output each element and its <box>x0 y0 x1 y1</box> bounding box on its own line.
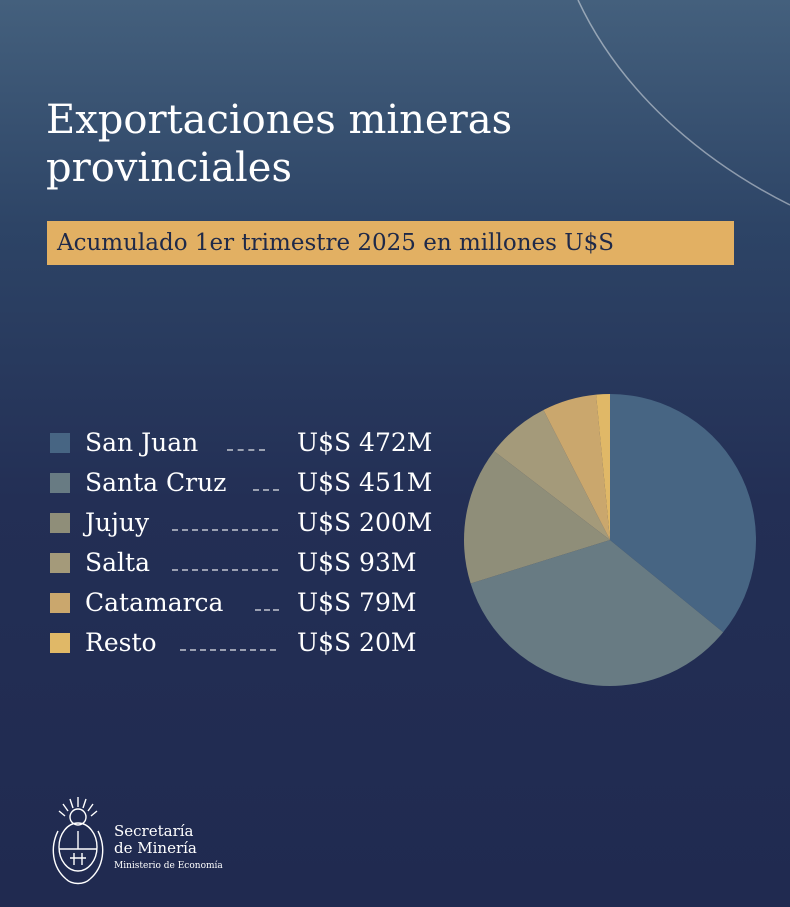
legend-item: Salta U$S 93M <box>50 543 470 583</box>
legend-swatch <box>50 473 70 493</box>
legend-swatch <box>50 593 70 613</box>
legend-leader-line <box>253 489 279 491</box>
legend-swatch <box>50 633 70 653</box>
ministry-name: Ministerio de Economía <box>114 861 223 871</box>
legend-value: U$S 79M <box>297 588 417 617</box>
pie-slice-jujuy <box>464 451 610 584</box>
legend-label: Santa Cruz <box>85 468 227 497</box>
legend-value: U$S 472M <box>297 428 433 457</box>
legend-label: Catamarca <box>85 588 224 617</box>
legend-swatch <box>50 513 70 533</box>
legend-leader-line <box>180 649 276 651</box>
legend-value: U$S 20M <box>297 628 417 657</box>
legend-swatch <box>50 553 70 573</box>
legend-value: U$S 200M <box>297 508 433 537</box>
legend-value: U$S 451M <box>297 468 433 497</box>
legend-leader-line <box>255 609 279 611</box>
subtitle-banner: Acumulado 1er trimestre 2025 en millones… <box>47 221 734 265</box>
pie-slice-resto <box>596 394 610 540</box>
organization-name-line2: de Minería <box>114 839 197 857</box>
pie-chart <box>464 394 756 686</box>
legend-item: Resto U$S 20M <box>50 623 470 663</box>
pie-slice-san-juan <box>610 394 756 633</box>
legend-swatch <box>50 433 70 453</box>
legend-item: Catamarca U$S 79M <box>50 583 470 623</box>
pie-slice-santa-cruz <box>470 540 724 686</box>
legend-label: Jujuy <box>85 508 150 537</box>
chart-legend: San Juan U$S 472M Santa Cruz U$S 451M Ju… <box>50 423 470 663</box>
pie-slice-catamarca <box>543 394 610 540</box>
legend-leader-line <box>172 569 278 571</box>
legend-value: U$S 93M <box>297 548 417 577</box>
legend-label: San Juan <box>85 428 199 457</box>
organization-name: Secretaría de Minería <box>114 823 274 857</box>
legend-item: Santa Cruz U$S 451M <box>50 463 470 503</box>
legend-leader-line <box>227 449 265 451</box>
page-title: Exportaciones mineras provinciales <box>46 97 513 191</box>
legend-item: Jujuy U$S 200M <box>50 503 470 543</box>
legend-label: Resto <box>85 628 157 657</box>
legend-leader-line <box>172 529 278 531</box>
argentina-coat-of-arms-icon <box>52 797 104 885</box>
legend-label: Salta <box>85 548 150 577</box>
pie-slice-salta <box>494 410 610 540</box>
organization-name-line1: Secretaría <box>114 822 194 840</box>
legend-item: San Juan U$S 472M <box>50 423 470 463</box>
